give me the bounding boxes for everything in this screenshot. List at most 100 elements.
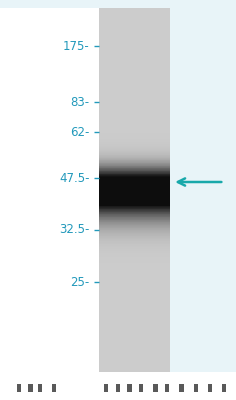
Bar <box>99 202 170 203</box>
Bar <box>99 171 170 172</box>
Bar <box>99 350 170 351</box>
Bar <box>99 105 170 106</box>
Bar <box>99 275 170 276</box>
Bar <box>99 243 170 244</box>
Bar <box>99 333 170 334</box>
Bar <box>99 298 170 299</box>
Bar <box>99 190 170 191</box>
Bar <box>99 186 170 187</box>
Bar <box>99 268 170 269</box>
Bar <box>99 123 170 124</box>
Bar <box>99 332 170 333</box>
Bar <box>99 345 170 346</box>
Bar <box>99 311 170 312</box>
Bar <box>153 384 158 392</box>
Bar <box>99 337 170 338</box>
Bar <box>99 192 170 194</box>
Bar <box>99 324 170 325</box>
Bar <box>99 115 170 116</box>
Bar <box>99 143 170 144</box>
Bar <box>99 210 170 211</box>
Bar <box>99 82 170 83</box>
Bar <box>165 384 169 392</box>
Bar <box>99 14 170 15</box>
Bar <box>99 109 170 110</box>
Bar <box>99 234 170 235</box>
Bar <box>99 276 170 277</box>
Bar <box>99 282 170 284</box>
Bar <box>99 83 170 84</box>
Bar <box>99 327 170 328</box>
Bar <box>99 74 170 75</box>
Bar <box>99 288 170 290</box>
Bar <box>99 211 170 212</box>
Bar <box>99 189 170 190</box>
Bar <box>99 218 170 219</box>
Bar <box>99 330 170 331</box>
Bar <box>99 18 170 19</box>
Bar <box>99 246 170 247</box>
Text: 47.5-: 47.5- <box>59 172 90 184</box>
Bar <box>99 176 170 177</box>
Bar <box>99 308 170 309</box>
Bar <box>99 108 170 109</box>
Bar <box>99 309 170 310</box>
Bar <box>99 94 170 95</box>
Bar <box>99 98 170 99</box>
Bar <box>99 291 170 292</box>
Bar <box>99 266 170 267</box>
Bar <box>99 29 170 30</box>
Bar <box>99 160 170 161</box>
Bar <box>99 366 170 367</box>
Bar <box>99 330 170 331</box>
Bar <box>99 139 170 140</box>
Bar <box>99 40 170 41</box>
Bar <box>99 149 170 150</box>
Bar <box>99 35 170 36</box>
Bar <box>99 123 170 124</box>
Bar <box>99 240 170 241</box>
Bar <box>99 206 170 207</box>
Bar <box>99 88 170 89</box>
Bar <box>99 292 170 293</box>
Bar <box>99 274 170 275</box>
Bar <box>99 368 170 370</box>
Bar <box>99 23 170 24</box>
Bar <box>99 25 170 26</box>
Bar <box>99 315 170 316</box>
Bar <box>99 43 170 44</box>
Bar <box>99 257 170 258</box>
Bar <box>99 152 170 153</box>
Bar <box>99 363 170 364</box>
Bar <box>99 218 170 219</box>
Bar <box>99 158 170 159</box>
Bar <box>99 37 170 38</box>
Bar <box>99 280 170 281</box>
Bar <box>99 295 170 296</box>
Bar <box>99 124 170 126</box>
Text: 175-: 175- <box>63 40 90 52</box>
Bar <box>99 361 170 362</box>
Bar <box>99 175 170 176</box>
Bar <box>99 335 170 336</box>
Bar <box>99 223 170 224</box>
Bar <box>99 300 170 301</box>
Bar <box>99 32 170 33</box>
Bar <box>99 281 170 282</box>
Bar <box>99 131 170 132</box>
Bar <box>99 236 170 237</box>
Bar <box>99 104 170 105</box>
Bar <box>99 338 170 339</box>
Bar <box>99 352 170 354</box>
Bar <box>99 156 170 157</box>
Bar <box>99 195 170 196</box>
Bar <box>99 270 170 271</box>
Bar <box>99 284 170 285</box>
Bar <box>99 241 170 242</box>
Bar <box>99 80 170 81</box>
Bar <box>99 28 170 29</box>
Bar <box>99 46 170 47</box>
Bar <box>99 174 170 176</box>
Bar <box>99 127 170 128</box>
Bar <box>99 368 170 369</box>
